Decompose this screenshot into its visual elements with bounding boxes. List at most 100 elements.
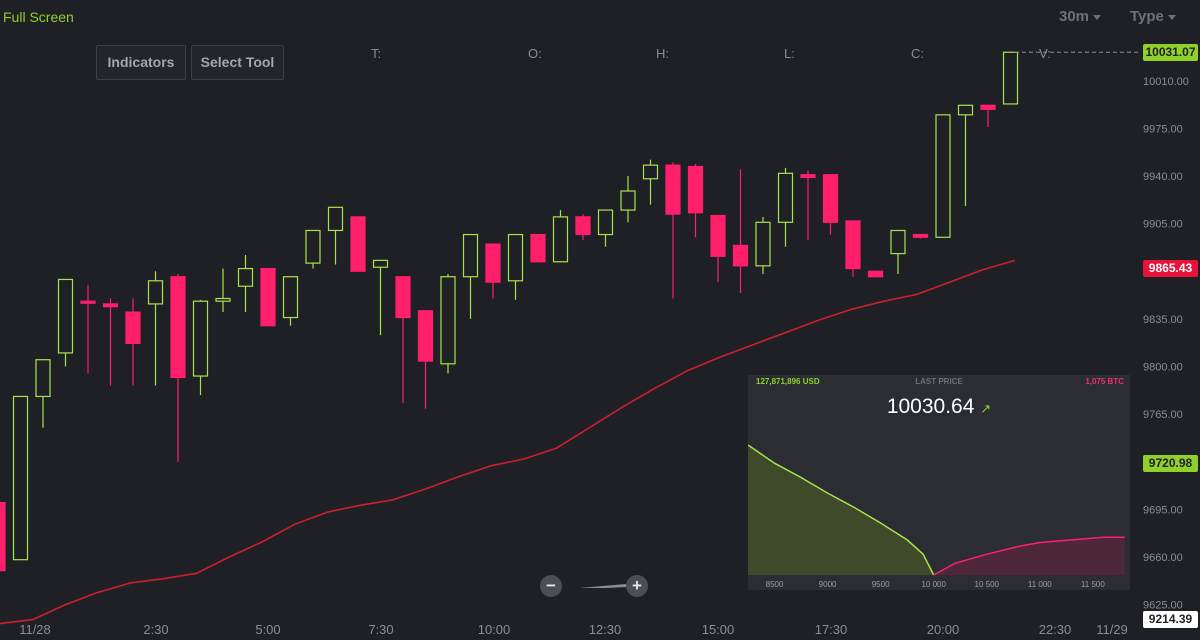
- candle-body: [305, 229, 321, 264]
- zoom-out-button[interactable]: −: [540, 575, 562, 597]
- candle-29: [642, 159, 659, 205]
- chevron-down-icon: [1093, 14, 1102, 20]
- candle-body: [755, 221, 771, 267]
- candle-body: [575, 216, 591, 236]
- candle-12: [260, 267, 276, 327]
- last-price-number: 10030.64: [886, 395, 975, 418]
- x-tick-label: 5:00: [255, 622, 280, 637]
- lowest-price-tag: 9214.39: [1143, 611, 1198, 628]
- x-tick-label: 7:30: [368, 622, 393, 637]
- x-tick-label: 22:30: [1039, 622, 1072, 637]
- candle-8: [170, 274, 186, 462]
- zoom-in-button[interactable]: +: [626, 575, 648, 597]
- ohlc-close-label: C:: [911, 46, 924, 61]
- candle-body: [282, 276, 299, 319]
- candle-0: [0, 501, 6, 572]
- last-price-value: 10030.64 ↗: [748, 395, 1130, 419]
- depth-x-tick-label: 10 000: [921, 580, 946, 589]
- candle-body: [350, 216, 366, 272]
- candle-body: [260, 267, 276, 327]
- ohlc-high-label: H:: [656, 46, 669, 61]
- candle-42: [935, 114, 951, 238]
- candle-38: [845, 220, 861, 277]
- candle-20: [440, 274, 456, 374]
- depth-chart-svg: 8500 9000 9500 10 000 10 500 11 000 11 500: [748, 444, 1125, 589]
- zoom-slider[interactable]: [568, 584, 626, 588]
- candle-body: [1002, 51, 1019, 105]
- chart-type-dropdown[interactable]: Type: [1130, 8, 1176, 25]
- x-tick-label: 10:00: [478, 622, 511, 637]
- y-tick-label: 10010.00: [1143, 76, 1189, 88]
- select-tool-button[interactable]: Select Tool: [191, 45, 284, 80]
- candle-26: [575, 214, 591, 240]
- candle-body: [980, 104, 996, 110]
- candle-body: [957, 104, 974, 116]
- candle-24: [530, 233, 546, 263]
- candle-body: [372, 259, 389, 268]
- ohlc-time-label: T:: [371, 46, 382, 61]
- ohlc-low-label: L:: [784, 46, 795, 61]
- candle-body: [620, 190, 636, 211]
- candle-body: [12, 395, 29, 561]
- candle-body: [125, 311, 141, 344]
- candle-11: [237, 254, 254, 313]
- current-price-tag: 10031.07: [1143, 44, 1198, 61]
- candle-15: [327, 206, 344, 265]
- candle-18: [395, 276, 411, 404]
- candle-body: [237, 267, 254, 287]
- x-tick-label: 20:00: [927, 622, 960, 637]
- interval-dropdown[interactable]: 30m: [1059, 8, 1102, 25]
- y-tick-label: 9975.00: [1143, 123, 1183, 135]
- x-tick-label: 11/28: [19, 622, 51, 637]
- bids-area: [748, 445, 934, 575]
- last-price-title: LAST PRICE: [915, 377, 963, 386]
- candle-body: [170, 276, 186, 378]
- full-screen-button[interactable]: Full Screen: [3, 9, 74, 25]
- candle-body: [102, 303, 119, 308]
- x-tick-label: 11/29: [1096, 622, 1128, 637]
- depth-x-tick-label: 10 500: [975, 580, 1000, 589]
- candle-body: [642, 164, 659, 180]
- depth-chart-panel: 127,871,896 USD LAST PRICE 1,075 BTC 100…: [748, 375, 1130, 590]
- candle-body: [530, 233, 546, 263]
- candle-9: [192, 299, 209, 396]
- moving-average-layer: [0, 259, 1016, 625]
- candle-34: [755, 216, 771, 274]
- candles-layer: [0, 51, 1019, 572]
- zoom-control[interactable]: − +: [540, 575, 650, 599]
- candle-body: [417, 310, 434, 362]
- y-tick-label: 9905.00: [1143, 219, 1183, 231]
- candle-3: [57, 278, 74, 367]
- candle-35: [777, 167, 794, 247]
- candle-23: [507, 233, 524, 300]
- candle-2: [35, 359, 51, 428]
- depth-x-tick-label: 11 000: [1028, 580, 1052, 589]
- candle-body: [597, 209, 614, 236]
- depth-x-tick-label: 9000: [819, 580, 837, 589]
- candle-14: [305, 229, 321, 269]
- candle-44: [980, 104, 996, 128]
- candle-body: [665, 164, 681, 215]
- arrow-up-right-icon: ↗: [980, 401, 992, 416]
- candle-22: [485, 243, 501, 299]
- candle-body: [80, 300, 96, 304]
- candle-body: [462, 233, 479, 278]
- candle-body: [912, 233, 929, 238]
- y-tick-label: 9940.00: [1143, 171, 1183, 183]
- candle-body: [327, 206, 344, 232]
- asks-line: [933, 536, 1125, 576]
- candle-body: [777, 172, 794, 223]
- candle-body: [395, 276, 411, 319]
- y-tick-label: 9765.00: [1143, 409, 1183, 421]
- candle-36: [800, 170, 816, 240]
- x-tick-label: 17:30: [815, 622, 848, 637]
- candle-30: [665, 162, 681, 299]
- candle-39: [867, 270, 884, 278]
- x-tick-label: 15:00: [702, 622, 735, 637]
- ohlc-open-label: O:: [528, 46, 542, 61]
- candle-45: [1002, 51, 1019, 105]
- candle-40: [890, 229, 906, 274]
- y-tick-label: 9660.00: [1143, 552, 1183, 564]
- indicators-button[interactable]: Indicators: [96, 45, 186, 80]
- bid-total-label: 127,871,896 USD: [756, 377, 820, 386]
